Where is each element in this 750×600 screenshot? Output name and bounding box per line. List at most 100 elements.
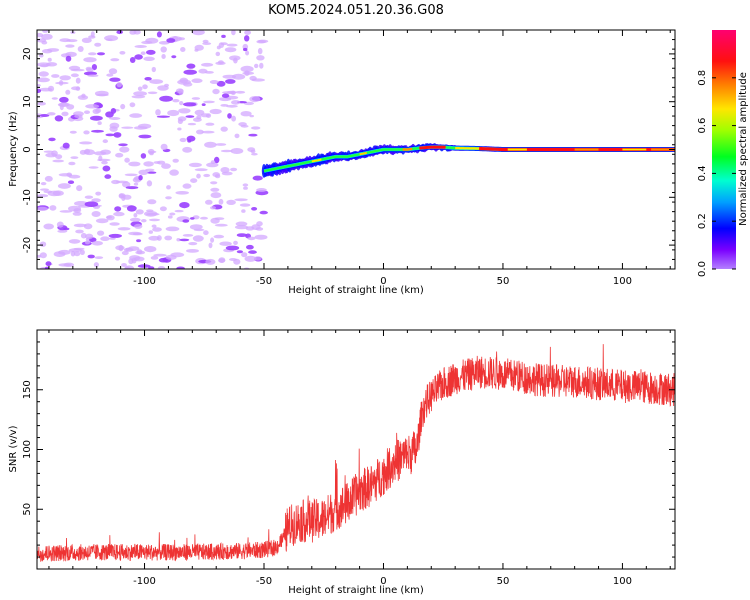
noise-speck xyxy=(219,241,232,246)
noise-speck xyxy=(182,183,192,189)
noise-speck xyxy=(109,77,121,82)
noise-speck xyxy=(91,198,101,203)
noise-speck xyxy=(142,84,148,90)
noise-speck xyxy=(125,186,139,190)
noise-speck xyxy=(70,73,79,78)
noise-speck xyxy=(183,82,193,87)
noise-speck xyxy=(75,77,81,84)
noise-speck xyxy=(194,44,204,51)
noise-speck xyxy=(94,256,104,259)
noise-speck xyxy=(45,152,57,158)
noise-speck xyxy=(157,266,166,269)
noise-speck xyxy=(65,51,77,58)
noise-speck xyxy=(216,80,226,87)
noise-speck xyxy=(225,79,236,84)
noise-speck xyxy=(121,263,127,267)
noise-speck xyxy=(48,137,56,142)
noise-speck xyxy=(94,42,102,47)
noise-speck xyxy=(214,156,220,164)
noise-speck xyxy=(121,126,134,129)
noise-speck xyxy=(236,250,243,254)
noise-speck xyxy=(42,30,49,33)
noise-speck xyxy=(63,227,70,231)
noise-speck xyxy=(191,97,201,100)
noise-speck xyxy=(182,146,193,153)
noise-speck xyxy=(132,232,143,236)
noise-speck xyxy=(140,51,146,55)
noise-speck xyxy=(151,66,156,73)
noise-speck xyxy=(68,205,81,212)
noise-speck xyxy=(57,183,71,189)
noise-speck xyxy=(43,223,54,230)
noise-speck xyxy=(156,235,162,241)
noise-speck xyxy=(203,230,209,236)
noise-speck xyxy=(145,168,155,172)
noise-speck xyxy=(215,51,221,57)
noise-speck xyxy=(194,168,208,172)
noise-speck xyxy=(54,115,64,122)
noise-speck xyxy=(218,42,225,48)
noise-speck xyxy=(86,68,94,72)
noise-speck xyxy=(210,192,222,199)
noise-speck xyxy=(177,127,182,131)
noise-speck xyxy=(135,209,144,215)
noise-speck xyxy=(109,122,120,129)
colorbar-gradient xyxy=(712,30,736,269)
noise-speck xyxy=(256,221,263,227)
spectrogram-x-tick-label: -100 xyxy=(133,276,156,287)
colorbar-label: Normalized spectral amplitude xyxy=(738,72,749,226)
noise-speck xyxy=(129,30,137,35)
noise-speck xyxy=(43,150,54,153)
noise-speck xyxy=(167,215,173,219)
noise-speck xyxy=(59,104,64,111)
snr-x-tick-label: -50 xyxy=(256,576,272,587)
noise-speck xyxy=(148,230,153,234)
noise-speck xyxy=(37,254,42,258)
noise-speck xyxy=(247,236,256,241)
noise-speck xyxy=(67,180,75,184)
noise-speck xyxy=(251,78,265,82)
spectrogram-x-tick-label: -50 xyxy=(256,276,272,287)
noise-speck xyxy=(235,90,246,94)
noise-speck xyxy=(97,230,105,236)
snr-x-tick-label: 100 xyxy=(613,576,632,587)
noise-speck xyxy=(91,64,97,71)
noise-speck xyxy=(161,54,166,59)
noise-speck xyxy=(116,30,123,35)
noise-speck xyxy=(59,210,73,213)
noise-speck xyxy=(59,75,71,81)
noise-speck xyxy=(194,109,205,116)
noise-speck xyxy=(95,191,102,196)
noise-speck xyxy=(51,74,60,78)
noise-speck xyxy=(185,115,195,118)
noise-speck xyxy=(220,126,228,132)
noise-speck xyxy=(240,111,252,117)
spectrogram-x-tick-label: 100 xyxy=(613,276,632,287)
noise-speck xyxy=(79,249,85,255)
noise-speck xyxy=(100,236,110,241)
noise-speck xyxy=(205,122,215,126)
spectrogram-x-tick-label: 50 xyxy=(497,276,510,287)
noise-speck xyxy=(95,218,109,224)
noise-speck xyxy=(190,178,198,184)
noise-speck xyxy=(231,100,241,105)
noise-speck xyxy=(146,212,160,216)
noise-speck xyxy=(164,235,173,241)
noise-speck xyxy=(222,74,237,79)
noise-speck xyxy=(243,186,248,190)
noise-speck xyxy=(182,219,190,223)
noise-speck xyxy=(179,101,184,106)
noise-speck xyxy=(109,222,120,226)
noise-speck xyxy=(224,47,237,53)
noise-speck xyxy=(182,234,194,237)
noise-speck xyxy=(144,246,157,253)
noise-speck xyxy=(140,153,147,159)
noise-speck xyxy=(205,199,213,205)
colorbar-tick-label: 0.0 xyxy=(697,261,708,277)
noise-speck xyxy=(104,174,112,179)
noise-speck xyxy=(229,55,241,61)
noise-speck xyxy=(178,108,191,114)
noise-speck xyxy=(244,30,252,35)
noise-speck xyxy=(220,167,230,173)
noise-speck xyxy=(37,101,46,106)
